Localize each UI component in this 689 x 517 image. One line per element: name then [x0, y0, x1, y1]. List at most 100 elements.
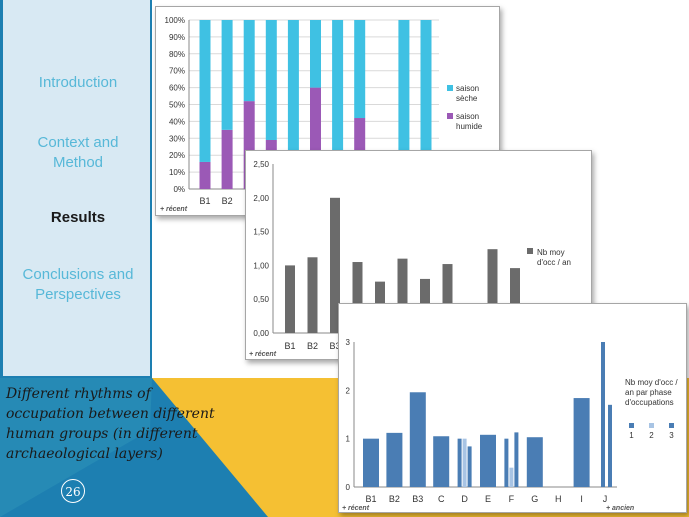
legend-label: saison: [456, 112, 479, 121]
legend-swatch: [447, 113, 453, 119]
axis-note-recent: + récent: [160, 206, 188, 213]
bar-phase-1: [601, 342, 605, 487]
x-tick-label: B1: [199, 196, 210, 206]
bar-humide: [199, 161, 211, 189]
y-tick-label: 100%: [165, 16, 185, 25]
bar-seche: [332, 20, 344, 189]
bar-phase-2: [462, 438, 467, 487]
bar-phase-3: [608, 404, 612, 487]
bar-humide: [243, 101, 255, 189]
bar-phase-3: [514, 432, 519, 487]
bar-phase-3: [467, 446, 472, 487]
y-tick-label: 0%: [173, 185, 185, 194]
x-tick-label: G: [531, 494, 538, 504]
bar-seche: [265, 20, 277, 140]
caption-line: archaeological layers): [6, 446, 163, 462]
bar-seche: [398, 20, 410, 189]
bar-seche: [243, 20, 255, 102]
bar-occupation: [330, 197, 340, 333]
bar-phase-1: [480, 434, 496, 487]
nav-item-results[interactable]: Results: [4, 208, 152, 228]
x-tick-label: C: [438, 494, 445, 504]
bar-seche: [354, 20, 366, 119]
y-tick-label: 50%: [169, 101, 185, 110]
season-stacked-chart: 0%10%20%30%40%50%60%70%80%90%100%B1B2B+ …: [160, 16, 483, 213]
legend-swatch: [629, 423, 634, 428]
y-tick-label: 3: [346, 338, 351, 347]
y-tick-label: 2,00: [253, 194, 269, 203]
y-tick-label: 0,00: [253, 329, 269, 338]
nav-item-label: Perspectives: [35, 286, 121, 303]
nav-item-introduction[interactable]: Introduction: [4, 73, 152, 93]
bar-occupation: [307, 257, 318, 333]
bar-occupation: [397, 258, 408, 333]
y-tick-label: 1,00: [253, 261, 269, 270]
axis-note-recent: + récent: [249, 351, 277, 358]
x-tick-label: I: [580, 494, 583, 504]
section-nav: Introduction Context and Method Results …: [0, 0, 152, 378]
bar-phase-1: [573, 398, 590, 487]
bar-phase-1: [457, 438, 462, 487]
nav-item-label: Results: [50, 209, 106, 226]
y-tick-label: 2,50: [253, 160, 269, 169]
y-tick-label: 60%: [169, 84, 185, 93]
bar-phase-2: [509, 467, 514, 487]
x-tick-label: B2: [389, 494, 400, 504]
legend-label: 1: [629, 431, 634, 440]
legend-swatch: [649, 423, 654, 428]
nav-item-context-method[interactable]: Context and Method: [4, 133, 152, 173]
legend-swatch: [527, 248, 533, 254]
legend-swatch: [447, 85, 453, 91]
legend-title: d'occupations: [625, 398, 674, 407]
y-tick-label: 30%: [169, 134, 185, 143]
bar-seche: [287, 20, 299, 189]
bar-seche: [420, 20, 432, 189]
bar-occupation: [352, 262, 363, 333]
bar-phase-1: [386, 432, 403, 487]
bar-phase-1: [363, 438, 379, 487]
bar-phase-1: [409, 392, 426, 487]
x-tick-label: B1: [284, 341, 295, 351]
nav-item-label: Context and: [37, 134, 119, 151]
y-tick-label: 90%: [169, 33, 185, 42]
bar-occupation: [285, 265, 295, 333]
y-tick-label: 2: [346, 386, 351, 395]
bar-phase-1: [433, 436, 450, 487]
legend-label: humide: [456, 122, 483, 131]
x-tick-label: B2: [307, 341, 318, 351]
teal-overlap: [0, 378, 152, 517]
bar-seche: [221, 20, 233, 130]
bar-occupation: [442, 264, 453, 333]
x-tick-label: J: [603, 494, 608, 504]
y-tick-label: 10%: [169, 168, 185, 177]
x-tick-label: E: [485, 494, 491, 504]
nav-item-conclusions[interactable]: Conclusions and Perspectives: [4, 265, 152, 305]
y-tick-label: 40%: [169, 117, 185, 126]
nav-item-label: Introduction: [38, 74, 118, 91]
chart-phase-panel: 0 1 2 3 B1 B2 B3 C D E F G H I J + récent + ancien Nb moy…: [338, 303, 687, 513]
y-tick-label: 20%: [169, 151, 185, 160]
y-tick-label: 80%: [169, 50, 185, 59]
x-tick-label: B2: [222, 196, 233, 206]
x-tick-label: B3: [329, 341, 340, 351]
y-tick-label: 70%: [169, 67, 185, 76]
y-tick-label: 1: [346, 435, 351, 444]
bar-occupation: [487, 249, 498, 333]
legend-label: 3: [669, 431, 674, 440]
axis-note-recent: + récent: [342, 505, 370, 512]
caption-line: Different rhythms of: [6, 386, 151, 402]
legend-label: Nb moy: [537, 248, 565, 257]
y-tick-label: 1,50: [253, 228, 269, 237]
bar-seche: [310, 20, 321, 88]
bar-phase-1: [504, 438, 509, 487]
bar-seche: [199, 20, 211, 162]
legend-title: Nb moy d'occ /: [625, 378, 678, 387]
bar-phase-1: [526, 437, 543, 487]
nav-item-label: Method: [52, 154, 104, 171]
x-tick-label: B3: [412, 494, 423, 504]
axis-note-ancien: + ancien: [606, 505, 634, 512]
caption-line: human groups (in different: [6, 426, 198, 442]
page-number: 26: [61, 479, 85, 503]
legend-label: sèche: [456, 94, 478, 103]
x-tick-label: D: [461, 494, 468, 504]
